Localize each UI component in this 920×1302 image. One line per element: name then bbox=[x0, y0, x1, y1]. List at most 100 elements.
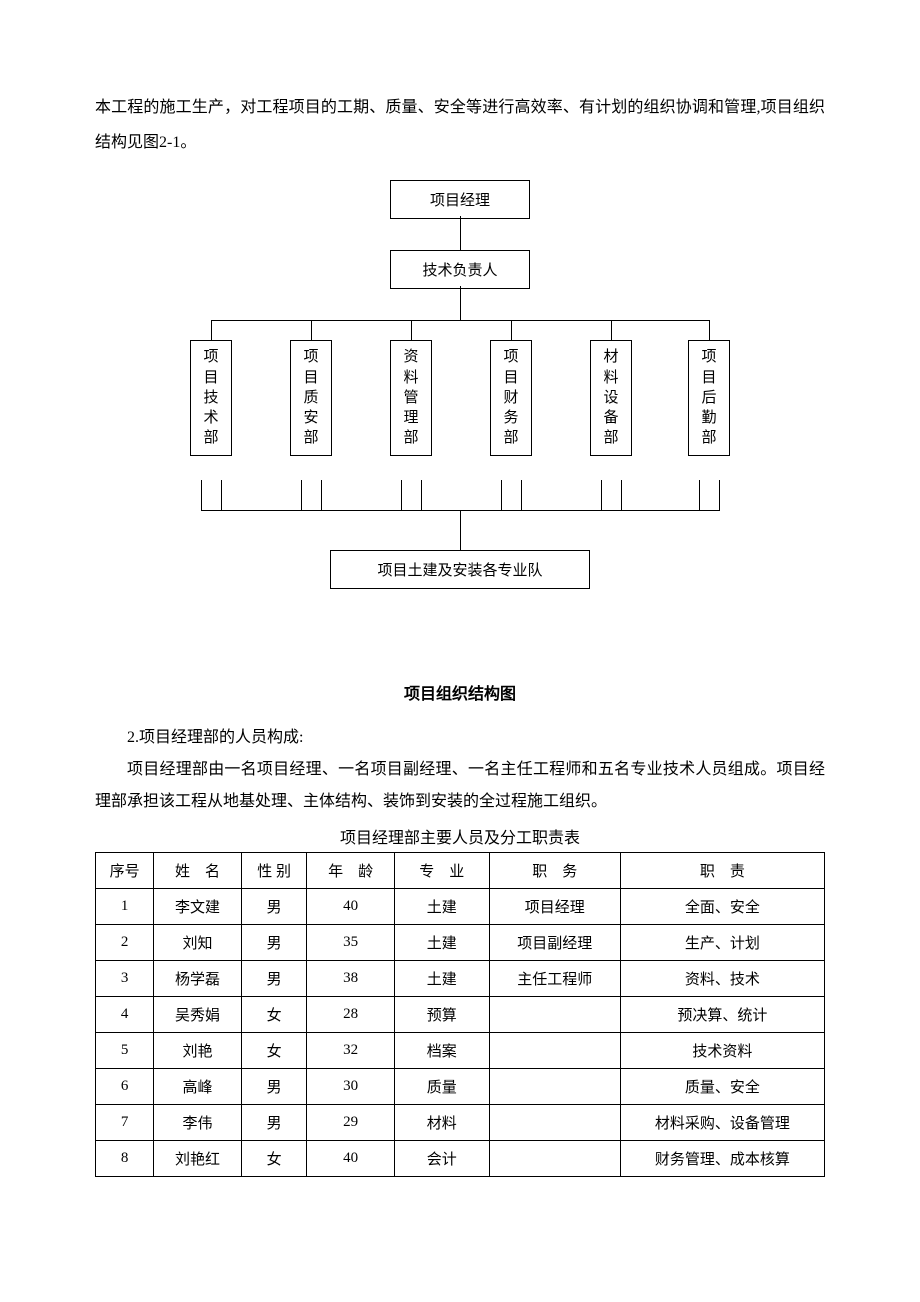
table-cell bbox=[489, 1033, 620, 1069]
org-line bbox=[501, 480, 502, 510]
dept-char: 目 bbox=[491, 368, 531, 388]
table-cell: 3 bbox=[96, 961, 154, 997]
table-cell: 男 bbox=[241, 961, 307, 997]
dept-char: 项 bbox=[689, 347, 729, 367]
dept-char: 部 bbox=[391, 428, 431, 448]
table-cell: 30 bbox=[307, 1069, 394, 1105]
col-header: 年 龄 bbox=[307, 853, 394, 889]
dept-char: 目 bbox=[291, 368, 331, 388]
dept-char: 质 bbox=[291, 388, 331, 408]
table-cell: 李伟 bbox=[154, 1105, 241, 1141]
table-cell: 生产、计划 bbox=[620, 925, 824, 961]
col-header: 姓 名 bbox=[154, 853, 241, 889]
table-cell: 女 bbox=[241, 1033, 307, 1069]
table-caption: 项目经理部主要人员及分工职责表 bbox=[95, 824, 825, 848]
org-line bbox=[401, 480, 402, 510]
dept-char: 设 bbox=[591, 388, 631, 408]
table-row: 2刘知男35土建项目副经理生产、计划 bbox=[96, 925, 825, 961]
org-mid-box: 技术负责人 bbox=[390, 250, 530, 289]
table-cell: 土建 bbox=[394, 889, 489, 925]
table-cell: 38 bbox=[307, 961, 394, 997]
dept-char: 项 bbox=[491, 347, 531, 367]
dept-char: 资 bbox=[391, 347, 431, 367]
table-row: 3杨学磊男38土建主任工程师资料、技术 bbox=[96, 961, 825, 997]
org-line bbox=[221, 480, 222, 510]
dept-char: 项 bbox=[191, 347, 231, 367]
table-cell: 32 bbox=[307, 1033, 394, 1069]
table-cell: 6 bbox=[96, 1069, 154, 1105]
table-cell: 技术资料 bbox=[620, 1033, 824, 1069]
dept-char: 术 bbox=[191, 408, 231, 428]
col-header: 性 别 bbox=[241, 853, 307, 889]
org-line bbox=[301, 480, 302, 510]
table-cell: 全面、安全 bbox=[620, 889, 824, 925]
table-cell: 李文建 bbox=[154, 889, 241, 925]
dept-char: 目 bbox=[689, 368, 729, 388]
table-cell: 预决算、统计 bbox=[620, 997, 824, 1033]
org-dept-box: 项目质安部 bbox=[290, 340, 332, 455]
org-line bbox=[211, 320, 212, 340]
org-line bbox=[460, 286, 461, 320]
dept-char: 勤 bbox=[689, 408, 729, 428]
table-cell: 35 bbox=[307, 925, 394, 961]
table-header-row: 序号 姓 名 性 别 年 龄 专 业 职 务 职 责 bbox=[96, 853, 825, 889]
table-cell: 29 bbox=[307, 1105, 394, 1141]
dept-char: 后 bbox=[689, 388, 729, 408]
table-row: 6高峰男30质量质量、安全 bbox=[96, 1069, 825, 1105]
table-cell: 档案 bbox=[394, 1033, 489, 1069]
body-paragraph: 项目经理部由一名项目经理、一名项目副经理、一名主任工程师和五名专业技术人员组成。… bbox=[95, 754, 825, 818]
dept-char: 部 bbox=[689, 428, 729, 448]
table-row: 5刘艳女32档案技术资料 bbox=[96, 1033, 825, 1069]
org-line bbox=[601, 480, 602, 510]
org-line bbox=[311, 320, 312, 340]
table-cell bbox=[489, 1105, 620, 1141]
org-chart: 项目经理 技术负责人 项目技术部 项目质安部 资料管理部 项目财务部 材料设备部… bbox=[180, 180, 740, 660]
staff-table: 序号 姓 名 性 别 年 龄 专 业 职 务 职 责 1李文建男40土建项目经理… bbox=[95, 852, 825, 1177]
table-cell: 土建 bbox=[394, 925, 489, 961]
dept-char: 项 bbox=[291, 347, 331, 367]
table-cell: 男 bbox=[241, 1069, 307, 1105]
table-row: 4吴秀娟女28预算预决算、统计 bbox=[96, 997, 825, 1033]
table-cell bbox=[489, 1069, 620, 1105]
table-cell: 28 bbox=[307, 997, 394, 1033]
table-cell: 女 bbox=[241, 997, 307, 1033]
table-cell: 吴秀娟 bbox=[154, 997, 241, 1033]
org-line bbox=[511, 320, 512, 340]
table-cell bbox=[489, 1141, 620, 1177]
table-cell: 财务管理、成本核算 bbox=[620, 1141, 824, 1177]
table-row: 1李文建男40土建项目经理全面、安全 bbox=[96, 889, 825, 925]
dept-char: 部 bbox=[191, 428, 231, 448]
table-cell: 刘知 bbox=[154, 925, 241, 961]
table-cell: 女 bbox=[241, 1141, 307, 1177]
org-dept-box: 项目技术部 bbox=[190, 340, 232, 455]
dept-char: 料 bbox=[591, 368, 631, 388]
table-cell: 材料 bbox=[394, 1105, 489, 1141]
table-row: 8刘艳红女40会计财务管理、成本核算 bbox=[96, 1141, 825, 1177]
table-cell: 项目副经理 bbox=[489, 925, 620, 961]
table-cell: 项目经理 bbox=[489, 889, 620, 925]
org-dept-box: 项目后勤部 bbox=[688, 340, 730, 455]
org-line bbox=[411, 320, 412, 340]
org-dept-box: 资料管理部 bbox=[390, 340, 432, 455]
table-cell bbox=[489, 997, 620, 1033]
table-cell: 男 bbox=[241, 889, 307, 925]
table-cell: 质量 bbox=[394, 1069, 489, 1105]
table-cell: 材料采购、设备管理 bbox=[620, 1105, 824, 1141]
org-dept-box: 项目财务部 bbox=[490, 340, 532, 455]
table-cell: 预算 bbox=[394, 997, 489, 1033]
org-line bbox=[460, 216, 461, 250]
org-line bbox=[460, 510, 461, 550]
chart-caption: 项目组织结构图 bbox=[95, 680, 825, 704]
table-cell: 8 bbox=[96, 1141, 154, 1177]
intro-paragraph: 本工程的施工生产，对工程项目的工期、质量、安全等进行高效率、有计划的组织协调和管… bbox=[95, 90, 825, 160]
dept-char: 材 bbox=[591, 347, 631, 367]
dept-char: 管 bbox=[391, 388, 431, 408]
table-cell: 质量、安全 bbox=[620, 1069, 824, 1105]
org-line bbox=[421, 480, 422, 510]
table-cell: 7 bbox=[96, 1105, 154, 1141]
dept-char: 财 bbox=[491, 388, 531, 408]
dept-char: 部 bbox=[291, 428, 331, 448]
table-cell: 会计 bbox=[394, 1141, 489, 1177]
table-cell: 杨学磊 bbox=[154, 961, 241, 997]
table-body: 1李文建男40土建项目经理全面、安全2刘知男35土建项目副经理生产、计划3杨学磊… bbox=[96, 889, 825, 1177]
